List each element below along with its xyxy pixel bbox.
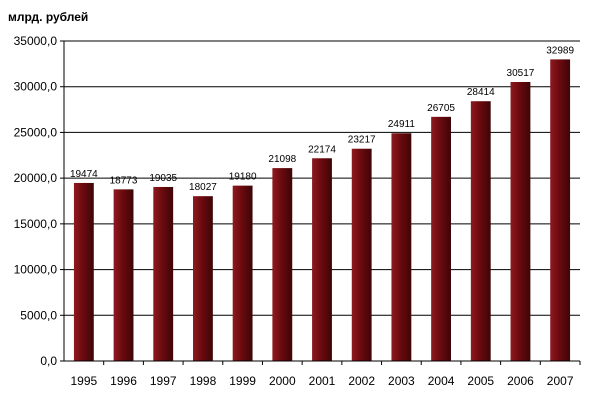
y-tick-label: 30000,0	[14, 80, 58, 94]
bar-2001	[312, 158, 332, 361]
data-label-1996: 18773	[110, 175, 138, 186]
bar-1998	[193, 196, 213, 361]
x-tick-label-1996: 1996	[110, 374, 137, 388]
x-tick-label-2000: 2000	[269, 374, 296, 388]
bar-2002	[351, 148, 372, 361]
bar-1997	[153, 186, 174, 361]
y-tick-label: 20000,0	[14, 171, 58, 185]
bar-1999	[232, 185, 253, 361]
bar-2000	[272, 168, 293, 361]
bar-2004	[431, 116, 451, 361]
data-label-1999: 19180	[229, 172, 257, 183]
x-tick-label-2003: 2003	[388, 374, 415, 388]
x-tick-label-1995: 1995	[70, 374, 97, 388]
data-label-2006: 30517	[507, 68, 535, 79]
x-tick-label-1998: 1998	[190, 374, 217, 388]
data-label-1998: 18027	[189, 182, 217, 193]
x-tick-label-2004: 2004	[428, 374, 455, 388]
bar-2007	[550, 59, 571, 361]
bar-1995	[73, 182, 94, 361]
data-label-2003: 24911	[388, 119, 416, 130]
y-tick-label: 5000,0	[20, 308, 57, 322]
data-label-1995: 19474	[70, 169, 98, 180]
bar-2003	[391, 133, 412, 361]
y-tick-label: 15000,0	[14, 217, 58, 231]
y-tick-label: 0,0	[40, 354, 57, 368]
x-tick-label-2007: 2007	[547, 374, 574, 388]
x-tick-label-2002: 2002	[348, 374, 375, 388]
data-label-2004: 26705	[427, 103, 455, 114]
data-label-2005: 28414	[467, 87, 495, 98]
x-tick-label-2005: 2005	[467, 374, 494, 388]
y-axis-unit-label: млрд. рублей	[8, 10, 89, 24]
data-label-2007: 32989	[546, 45, 574, 56]
x-tick-label-2006: 2006	[507, 374, 534, 388]
y-tick-label: 35000,0	[14, 34, 58, 48]
x-tick-label-1997: 1997	[150, 374, 177, 388]
data-label-2001: 22174	[308, 144, 336, 155]
y-tick-label: 25000,0	[14, 125, 58, 139]
x-tick-label-1999: 1999	[229, 374, 256, 388]
bar-2006	[510, 81, 531, 361]
data-label-2002: 23217	[348, 135, 376, 146]
bar-1996	[113, 189, 134, 361]
data-label-2000: 21098	[268, 154, 296, 165]
x-tick-label-2001: 2001	[309, 374, 336, 388]
bar-2005	[470, 101, 491, 362]
data-label-1997: 19035	[149, 173, 177, 184]
y-tick-label: 10000,0	[14, 263, 58, 277]
